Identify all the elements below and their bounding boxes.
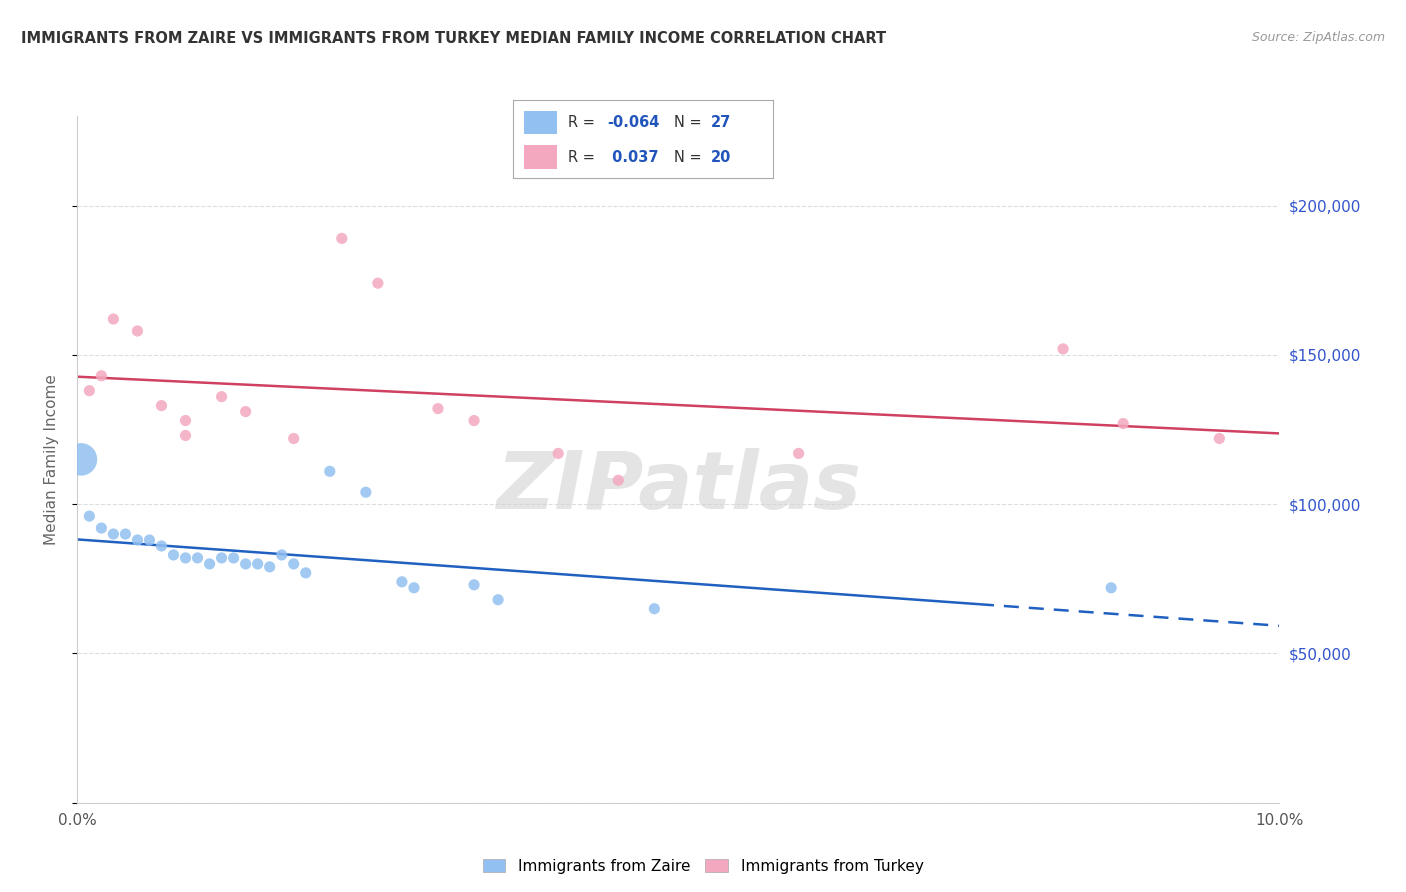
Point [246,557,269,571]
Point [547,446,569,460]
Point [79,384,101,398]
Text: R =: R = [568,115,599,130]
Point [354,485,377,500]
Point [391,574,413,589]
Bar [523,145,557,169]
Point [1208,432,1230,446]
Legend: Immigrants from Zaire, Immigrants from Turkey: Immigrants from Zaire, Immigrants from T… [477,853,929,880]
Point [150,539,173,553]
Point [607,473,630,487]
Point [463,413,485,427]
Point [114,527,136,541]
Y-axis label: Median Family Income: Median Family Income [44,374,59,545]
Point [103,527,125,541]
Point [402,581,425,595]
Point [211,390,233,404]
Point [187,550,209,565]
Point [787,446,810,460]
Point [235,404,257,418]
Bar [523,111,557,135]
Point [643,601,665,615]
Point [1112,417,1135,431]
Point [259,560,281,574]
Text: R =: R = [568,150,599,165]
Point [283,557,305,571]
Point [162,548,184,562]
Point [283,432,305,446]
Text: N =: N = [675,115,707,130]
Point [90,368,112,383]
Point [70,452,93,467]
Point [174,428,197,442]
Point [103,312,125,326]
Text: 0.037: 0.037 [607,150,658,165]
Point [90,521,112,535]
Text: -0.064: -0.064 [607,115,659,130]
Point [198,557,221,571]
Point [174,550,197,565]
Text: N =: N = [675,150,707,165]
Point [463,578,485,592]
Point [1099,581,1122,595]
Point [294,566,316,580]
Text: IMMIGRANTS FROM ZAIRE VS IMMIGRANTS FROM TURKEY MEDIAN FAMILY INCOME CORRELATION: IMMIGRANTS FROM ZAIRE VS IMMIGRANTS FROM… [21,31,886,46]
Point [127,324,149,338]
Point [127,533,149,547]
Point [330,231,353,245]
Text: 20: 20 [711,150,731,165]
Text: 27: 27 [711,115,731,130]
Point [427,401,450,416]
Point [270,548,292,562]
Point [235,557,257,571]
Point [319,464,342,478]
Text: Source: ZipAtlas.com: Source: ZipAtlas.com [1251,31,1385,45]
Point [79,509,101,524]
Point [486,592,509,607]
Point [211,550,233,565]
Point [367,276,389,290]
Point [150,399,173,413]
Point [174,413,197,427]
Point [222,550,245,565]
Point [138,533,160,547]
Point [1052,342,1074,356]
Text: ZIPatlas: ZIPatlas [496,448,860,526]
